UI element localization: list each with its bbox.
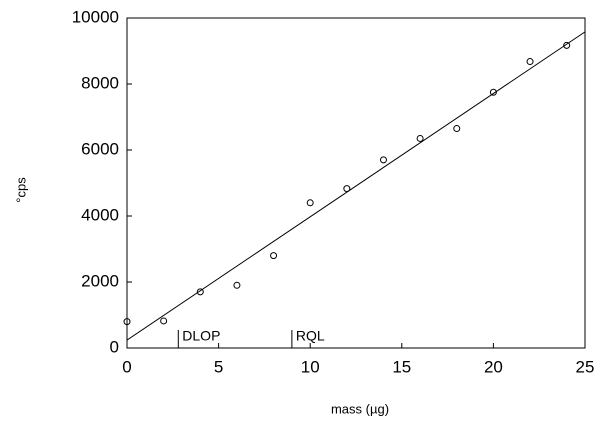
fit-line: [126, 31, 586, 341]
x-tick-label: 25: [576, 357, 595, 376]
data-point: [563, 41, 571, 49]
data-point: [379, 156, 387, 164]
data-point: [196, 288, 204, 296]
data-point: [233, 281, 241, 289]
annotation-label: DLOP: [182, 328, 220, 344]
data-point: [123, 318, 131, 326]
y-axis-label: °cps: [13, 177, 28, 203]
annotation-label: RQL: [296, 328, 325, 344]
x-tick-label: 5: [214, 357, 223, 376]
x-axis-label: mass (µg): [331, 401, 389, 416]
y-tick-label: 2000: [81, 271, 119, 290]
x-tick-label: 15: [392, 357, 411, 376]
plot-frame: [126, 17, 586, 349]
x-tick-label: 10: [301, 357, 320, 376]
y-tick-label: 4000: [81, 205, 119, 224]
y-tick-label: 0: [110, 337, 119, 356]
y-tick-label: 10000: [72, 7, 119, 26]
data-point: [489, 88, 497, 96]
data-point: [343, 185, 351, 193]
x-tick-label: 0: [122, 357, 131, 376]
data-point: [416, 134, 424, 142]
data-point: [160, 317, 168, 325]
data-point: [526, 58, 534, 66]
data-point: [306, 199, 314, 207]
y-tick-label: 8000: [81, 73, 119, 92]
data-point: [453, 125, 461, 133]
y-tick-label: 6000: [81, 139, 119, 158]
x-tick-label: 20: [484, 357, 503, 376]
data-point: [270, 252, 278, 260]
